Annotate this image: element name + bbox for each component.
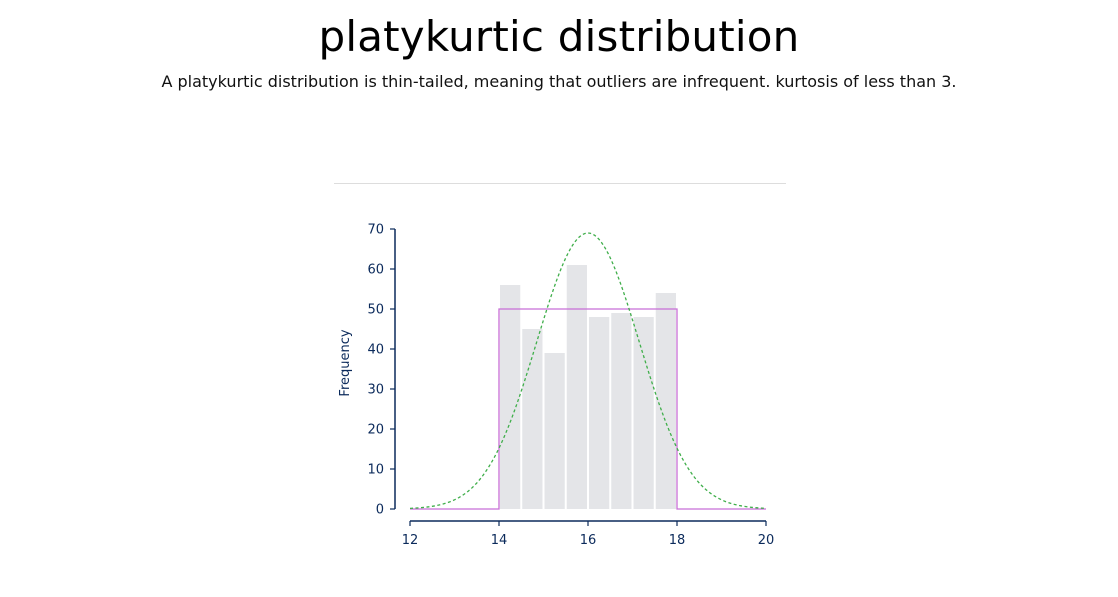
histogram-bar-2	[522, 329, 543, 509]
histogram-bar-3	[544, 353, 565, 509]
y-axis-title: Frequency	[338, 329, 353, 396]
axes: 0 10 20 30 40 50 60 70 12 14 16 18 20	[367, 223, 774, 549]
normal-distribution-curve	[409, 232, 767, 509]
page-title: platykurtic distribution	[318, 12, 800, 61]
y-tick-label-30: 30	[367, 383, 384, 398]
histogram-bar-5	[589, 317, 610, 509]
distribution-overlays	[409, 232, 767, 510]
x-tick-label-14: 14	[491, 533, 508, 548]
histogram-bar-1	[500, 285, 521, 509]
x-tick-label-16: 16	[580, 533, 597, 548]
x-tick-label-18: 18	[669, 533, 686, 548]
page-subtitle: A platykurtic distribution is thin-taile…	[161, 72, 957, 91]
histogram-bar-6	[611, 313, 632, 509]
y-tick-label-40: 40	[367, 343, 384, 358]
histogram-bar-7	[633, 317, 654, 509]
uniform-distribution-line	[410, 308, 766, 510]
histogram-bar-4	[566, 265, 587, 509]
histogram-bar-8	[655, 293, 676, 509]
y-tick-label-50: 50	[367, 303, 384, 318]
histogram-bars	[500, 265, 676, 509]
y-tick-label-60: 60	[367, 263, 384, 278]
y-tick-label-20: 20	[367, 423, 384, 438]
y-tick-label-10: 10	[367, 463, 384, 478]
y-tick-label-0: 0	[376, 503, 384, 518]
x-tick-label-12: 12	[402, 533, 419, 548]
divider	[334, 183, 786, 184]
y-tick-label-70: 70	[367, 223, 384, 238]
x-tick-label-20: 20	[758, 533, 775, 548]
